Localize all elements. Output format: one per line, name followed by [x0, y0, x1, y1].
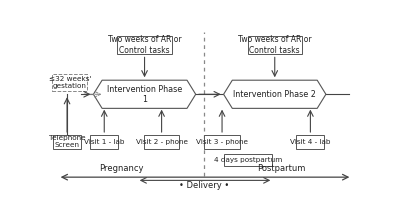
FancyBboxPatch shape — [118, 36, 172, 55]
FancyBboxPatch shape — [224, 154, 272, 166]
Text: Telephone
Screen: Telephone Screen — [49, 135, 85, 148]
Text: ≤32 weeks'
gestation: ≤32 weeks' gestation — [48, 76, 91, 89]
FancyBboxPatch shape — [144, 135, 180, 149]
Text: • Delivery •: • Delivery • — [179, 181, 230, 190]
Text: Visit 4 - lab: Visit 4 - lab — [290, 139, 331, 145]
FancyBboxPatch shape — [90, 135, 118, 149]
Polygon shape — [94, 80, 196, 108]
Text: Two weeks of AR or
Control tasks: Two weeks of AR or Control tasks — [238, 36, 312, 55]
Text: Intervention Phase 2: Intervention Phase 2 — [233, 90, 316, 99]
FancyBboxPatch shape — [248, 36, 302, 55]
FancyBboxPatch shape — [296, 135, 324, 149]
Text: Visit 1 - lab: Visit 1 - lab — [84, 139, 124, 145]
FancyBboxPatch shape — [52, 74, 87, 91]
Polygon shape — [224, 80, 326, 108]
FancyBboxPatch shape — [53, 135, 81, 149]
Text: Two weeks of AR or
Control tasks: Two weeks of AR or Control tasks — [108, 36, 181, 55]
Text: 4 days postpartum: 4 days postpartum — [214, 157, 282, 163]
FancyBboxPatch shape — [204, 135, 240, 149]
Text: Visit 3 - phone: Visit 3 - phone — [196, 139, 248, 145]
Text: Intervention Phase
1: Intervention Phase 1 — [107, 85, 182, 104]
Text: Visit 2 - phone: Visit 2 - phone — [136, 139, 188, 145]
Text: Pregnancy: Pregnancy — [99, 164, 144, 173]
Text: Postpartum: Postpartum — [257, 164, 305, 173]
